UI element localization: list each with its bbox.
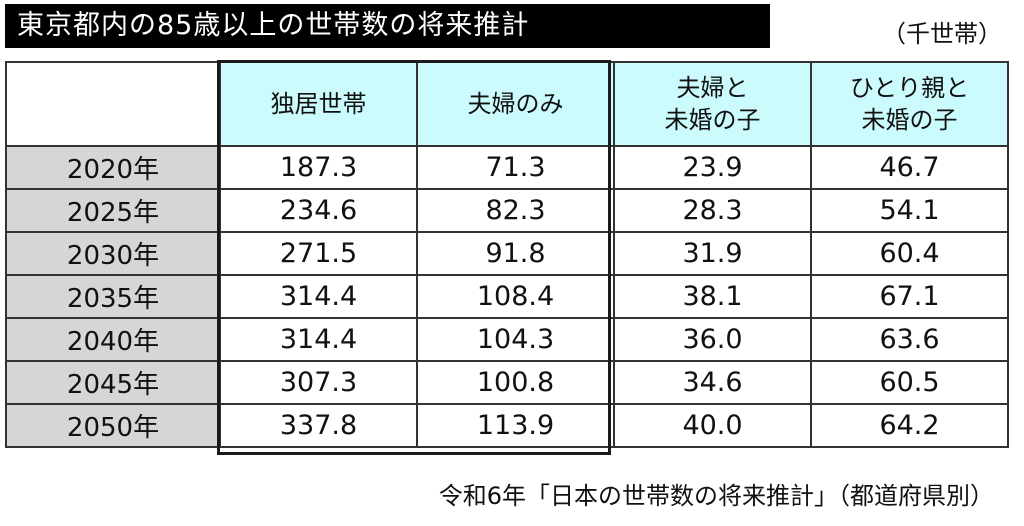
table-cell: 60.5 [810,360,1009,405]
source-note: 令和6年「日本の世帯数の将来推計」（都道府県別） [438,482,994,510]
column-header-label: 未婚の子 [861,106,958,134]
table-cell: 337.8 [219,403,418,448]
table-cell: 100.8 [416,360,615,405]
table-cell: 71.3 [416,145,615,190]
column-header: 夫婦と 未婚の子 [613,61,812,147]
table-cell: 64.2 [810,403,1009,448]
table-cell: 187.3 [219,145,418,190]
table-row: 2045年 307.3 100.8 34.6 60.5 [5,360,1009,405]
table-cell: 307.3 [219,360,418,405]
table-cell: 113.9 [416,403,615,448]
table-cell: 314.4 [219,317,418,362]
table-cell: 38.1 [613,274,812,319]
column-header-label: ひとり親と [849,74,970,102]
column-header: ひとり親と 未婚の子 [810,61,1009,147]
table-cell: 60.4 [810,231,1009,276]
table-body: 2020年 187.3 71.3 23.9 46.7 2025年 234.6 82.3 28.3… [5,145,1009,448]
table-cell: 40.0 [613,403,812,448]
table-cell: 28.3 [613,188,812,233]
column-header: 独居世帯 [219,61,418,147]
table-cell: 67.1 [810,274,1009,319]
table-cell: 63.6 [810,317,1009,362]
column-header-label: 独居世帯 [270,90,367,118]
table-row: 2050年 337.8 113.9 40.0 64.2 [5,403,1009,448]
table-cell: 234.6 [219,188,418,233]
column-header-label: 夫婦のみ [467,90,564,118]
table-cell: 271.5 [219,231,418,276]
corner-cell [5,61,221,147]
row-header-year: 2050年 [5,403,221,448]
table-cell: 34.6 [613,360,812,405]
row-header-year: 2035年 [5,274,221,319]
column-header-label: 未婚の子 [664,106,761,134]
table-cell: 36.0 [613,317,812,362]
table-header-row: 独居世帯 夫婦のみ 夫婦と未婚の子 ひとり親と未婚の子 [5,61,1009,147]
table-cell: 91.8 [416,231,615,276]
table-cell: 82.3 [416,188,615,233]
column-header-label: 夫婦と [676,74,749,102]
page-title: 東京都内の85歳以上の世帯数の将来推計 [5,4,770,48]
table-cell: 314.4 [219,274,418,319]
table-cell: 46.7 [810,145,1009,190]
table-row: 2020年 187.3 71.3 23.9 46.7 [5,145,1009,190]
table-cell: 54.1 [810,188,1009,233]
row-header-year: 2040年 [5,317,221,362]
data-table: 独居世帯 夫婦のみ 夫婦と未婚の子 ひとり親と未婚の子 2020年 187.3 71… [5,61,1009,448]
row-header-year: 2030年 [5,231,221,276]
row-header-year: 2020年 [5,145,221,190]
table-cell: 23.9 [613,145,812,190]
table-row: 2035年 314.4 108.4 38.1 67.1 [5,274,1009,319]
table-cell: 108.4 [416,274,615,319]
table-row: 2040年 314.4 104.3 36.0 63.6 [5,317,1009,362]
column-header: 夫婦のみ [416,61,615,147]
table-cell: 104.3 [416,317,615,362]
row-header-year: 2025年 [5,188,221,233]
unit-label: （千世帯） [882,20,1002,48]
table-row: 2025年 234.6 82.3 28.3 54.1 [5,188,1009,233]
row-header-year: 2045年 [5,360,221,405]
table-row: 2030年 271.5 91.8 31.9 60.4 [5,231,1009,276]
table-cell: 31.9 [613,231,812,276]
